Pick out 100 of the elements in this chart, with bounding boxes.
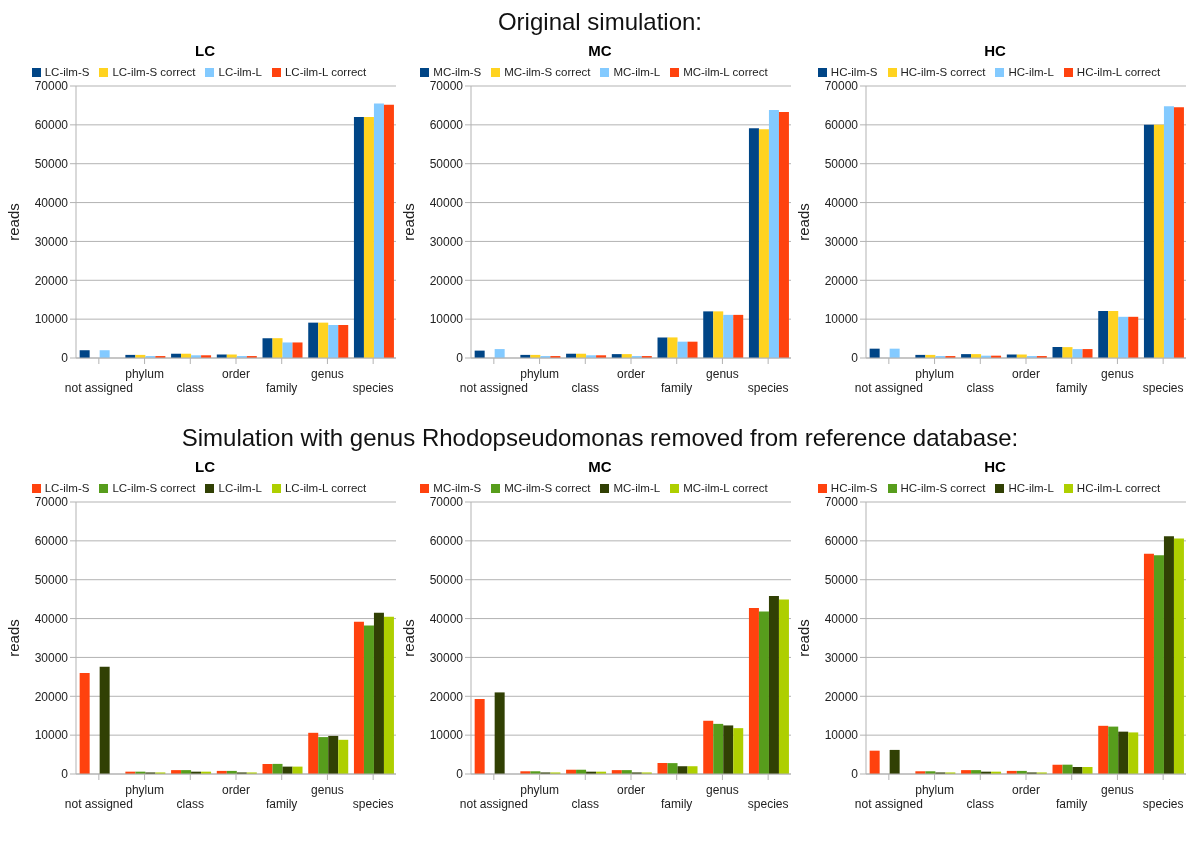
legend-label: HC-ilm-L correct	[1076, 66, 1161, 78]
y-tick-label: 30000	[34, 650, 69, 665]
x-tick-label: family	[661, 381, 693, 395]
y-tick-label: 50000	[429, 156, 464, 171]
y-tick-label: 30000	[429, 650, 464, 665]
y-tick-label: 50000	[34, 156, 69, 171]
x-tick-label: phylum	[125, 783, 164, 797]
legend-label: MC-ilm-S	[433, 482, 482, 494]
legend-label: LC-ilm-S correct	[112, 66, 196, 78]
legend-label: HC-ilm-L correct	[1076, 482, 1161, 494]
y-tick-label: 20000	[429, 273, 464, 288]
y-tick-label: 10000	[34, 312, 69, 327]
y-tick-label: 10000	[429, 312, 464, 327]
chart-title: LC	[194, 42, 216, 61]
y-axis-title: reads	[400, 619, 418, 657]
y-tick-label: 20000	[34, 273, 69, 288]
legend-label: HC-ilm-S	[830, 482, 878, 494]
x-tick-label: species	[1142, 797, 1184, 811]
y-axis-title: reads	[795, 203, 813, 241]
legend-label: HC-ilm-L	[1008, 66, 1054, 78]
legend-label: LC-ilm-S	[44, 482, 90, 494]
x-tick-label: phylum	[915, 783, 954, 797]
y-tick-label: 60000	[34, 534, 69, 549]
y-tick-label: 20000	[824, 689, 859, 704]
x-tick-label: not assigned	[854, 797, 923, 811]
legend-label: HC-ilm-S correct	[900, 66, 986, 78]
legend-label: MC-ilm-L correct	[683, 482, 768, 494]
y-tick-label: 60000	[429, 534, 464, 549]
x-tick-label: class	[571, 381, 599, 395]
y-tick-label: 70000	[824, 495, 859, 510]
legend-label: LC-ilm-L	[218, 482, 262, 494]
x-tick-label: genus	[706, 367, 739, 381]
y-tick-label: 70000	[34, 79, 69, 94]
x-tick-label: order	[221, 367, 251, 381]
x-tick-label: not assigned	[459, 797, 528, 811]
y-tick-label: 40000	[824, 611, 859, 626]
x-tick-label: order	[616, 367, 646, 381]
y-tick-label: 70000	[429, 79, 464, 94]
x-tick-label: order	[221, 783, 251, 797]
y-tick-label: 40000	[824, 195, 859, 210]
y-tick-label: 70000	[429, 495, 464, 510]
x-tick-label: not assigned	[64, 381, 133, 395]
x-tick-label: genus	[1101, 783, 1134, 797]
legend-label: LC-ilm-L correct	[284, 482, 367, 494]
chart-title: HC	[983, 458, 1007, 477]
x-tick-label: family	[1056, 797, 1088, 811]
x-tick-label: class	[571, 797, 599, 811]
legend-label: MC-ilm-L	[613, 66, 661, 78]
y-tick-label: 10000	[34, 728, 69, 743]
x-tick-label: phylum	[520, 367, 559, 381]
y-tick-label: 60000	[824, 118, 859, 133]
x-tick-label: class	[176, 381, 204, 395]
x-tick-label: order	[1011, 367, 1041, 381]
x-tick-label: family	[661, 797, 693, 811]
y-tick-label: 40000	[34, 195, 69, 210]
chart-title: LC	[194, 458, 216, 477]
y-tick-label: 0	[61, 767, 69, 782]
y-tick-label: 30000	[824, 234, 859, 249]
y-tick-label: 50000	[429, 572, 464, 587]
y-tick-label: 0	[61, 351, 69, 366]
legend-label: LC-ilm-S correct	[112, 482, 196, 494]
chart-title: MC	[587, 42, 613, 61]
x-tick-label: not assigned	[854, 381, 923, 395]
y-tick-label: 30000	[429, 234, 464, 249]
x-tick-label: class	[176, 797, 204, 811]
text: Simulation with genus Rhodopseudomonas removed from reference database:	[180, 424, 1020, 452]
chart-title: MC	[587, 458, 613, 477]
y-tick-label: 0	[851, 767, 859, 782]
legend-label: MC-ilm-L correct	[683, 66, 768, 78]
legend-label: LC-ilm-L correct	[284, 66, 367, 78]
x-tick-label: not assigned	[64, 797, 133, 811]
y-tick-label: 50000	[824, 156, 859, 171]
y-tick-label: 60000	[429, 118, 464, 133]
x-tick-label: class	[966, 797, 994, 811]
legend-label: LC-ilm-L	[218, 66, 262, 78]
y-tick-label: 50000	[34, 572, 69, 587]
y-tick-label: 50000	[824, 572, 859, 587]
x-tick-label: class	[966, 381, 994, 395]
x-tick-label: genus	[706, 783, 739, 797]
y-tick-label: 70000	[34, 495, 69, 510]
x-tick-label: phylum	[520, 783, 559, 797]
legend-label: MC-ilm-S	[433, 66, 482, 78]
x-tick-label: family	[1056, 381, 1088, 395]
x-tick-label: order	[616, 783, 646, 797]
y-tick-label: 30000	[824, 650, 859, 665]
x-tick-label: family	[266, 797, 298, 811]
x-tick-label: phylum	[915, 367, 954, 381]
y-tick-label: 30000	[34, 234, 69, 249]
legend-label: MC-ilm-L	[613, 482, 661, 494]
x-tick-label: genus	[311, 367, 344, 381]
y-tick-label: 40000	[34, 611, 69, 626]
x-tick-label: family	[266, 381, 298, 395]
y-tick-label: 0	[851, 351, 859, 366]
y-tick-label: 70000	[824, 79, 859, 94]
y-axis-title: reads	[5, 619, 23, 657]
chart-title: HC	[983, 42, 1007, 61]
y-tick-label: 60000	[824, 534, 859, 549]
y-tick-label: 10000	[824, 728, 859, 743]
y-tick-label: 20000	[429, 689, 464, 704]
x-tick-label: genus	[311, 783, 344, 797]
